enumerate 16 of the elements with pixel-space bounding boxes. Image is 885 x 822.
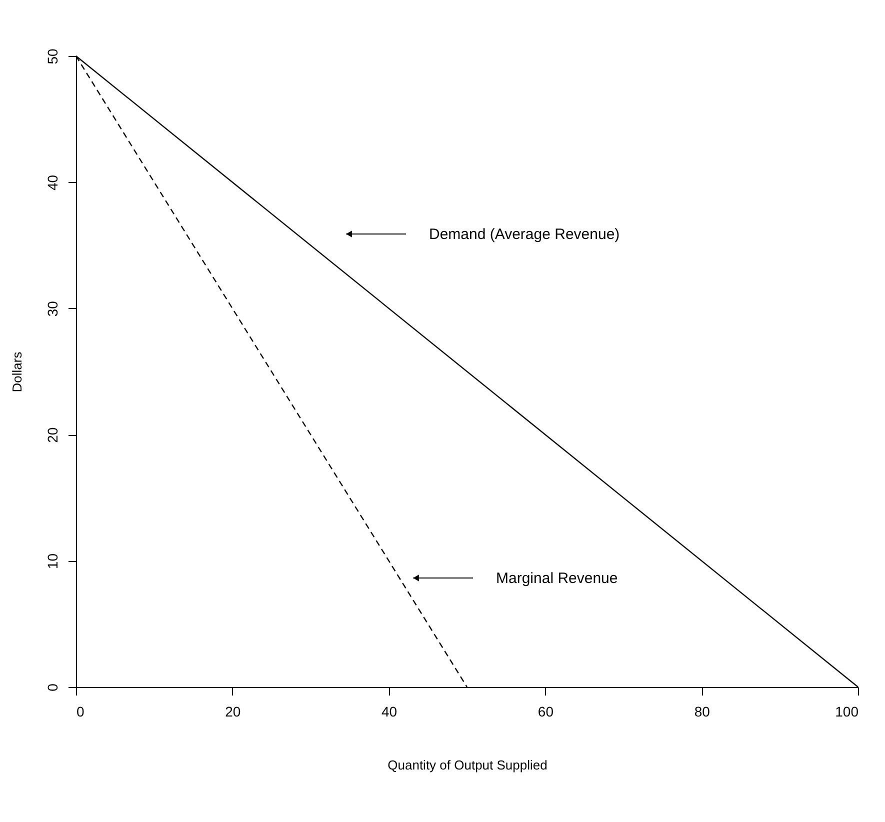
x-tick-label: 100 [835,704,859,720]
y-tick-label: 50 [44,48,60,64]
y-tick-label: 0 [44,683,60,692]
x-tick-label: 0 [76,704,84,720]
y-tick-label: 10 [44,553,60,570]
annotation: Demand (Average Revenue) [429,226,620,243]
y-tick-label: 20 [44,427,60,443]
annotation: Marginal Revenue [496,570,618,587]
x-tick-label: 20 [225,704,241,720]
x-axis-title: Quantity of Output Supplied [388,758,548,772]
y-tick-label: 30 [44,300,60,317]
x-tick-label: 80 [694,704,710,720]
y-tick-label: 40 [44,174,60,190]
x-tick-label: 40 [382,704,398,720]
x-tick-label: 60 [538,704,554,720]
y-axis-title: Dollars [10,351,24,392]
